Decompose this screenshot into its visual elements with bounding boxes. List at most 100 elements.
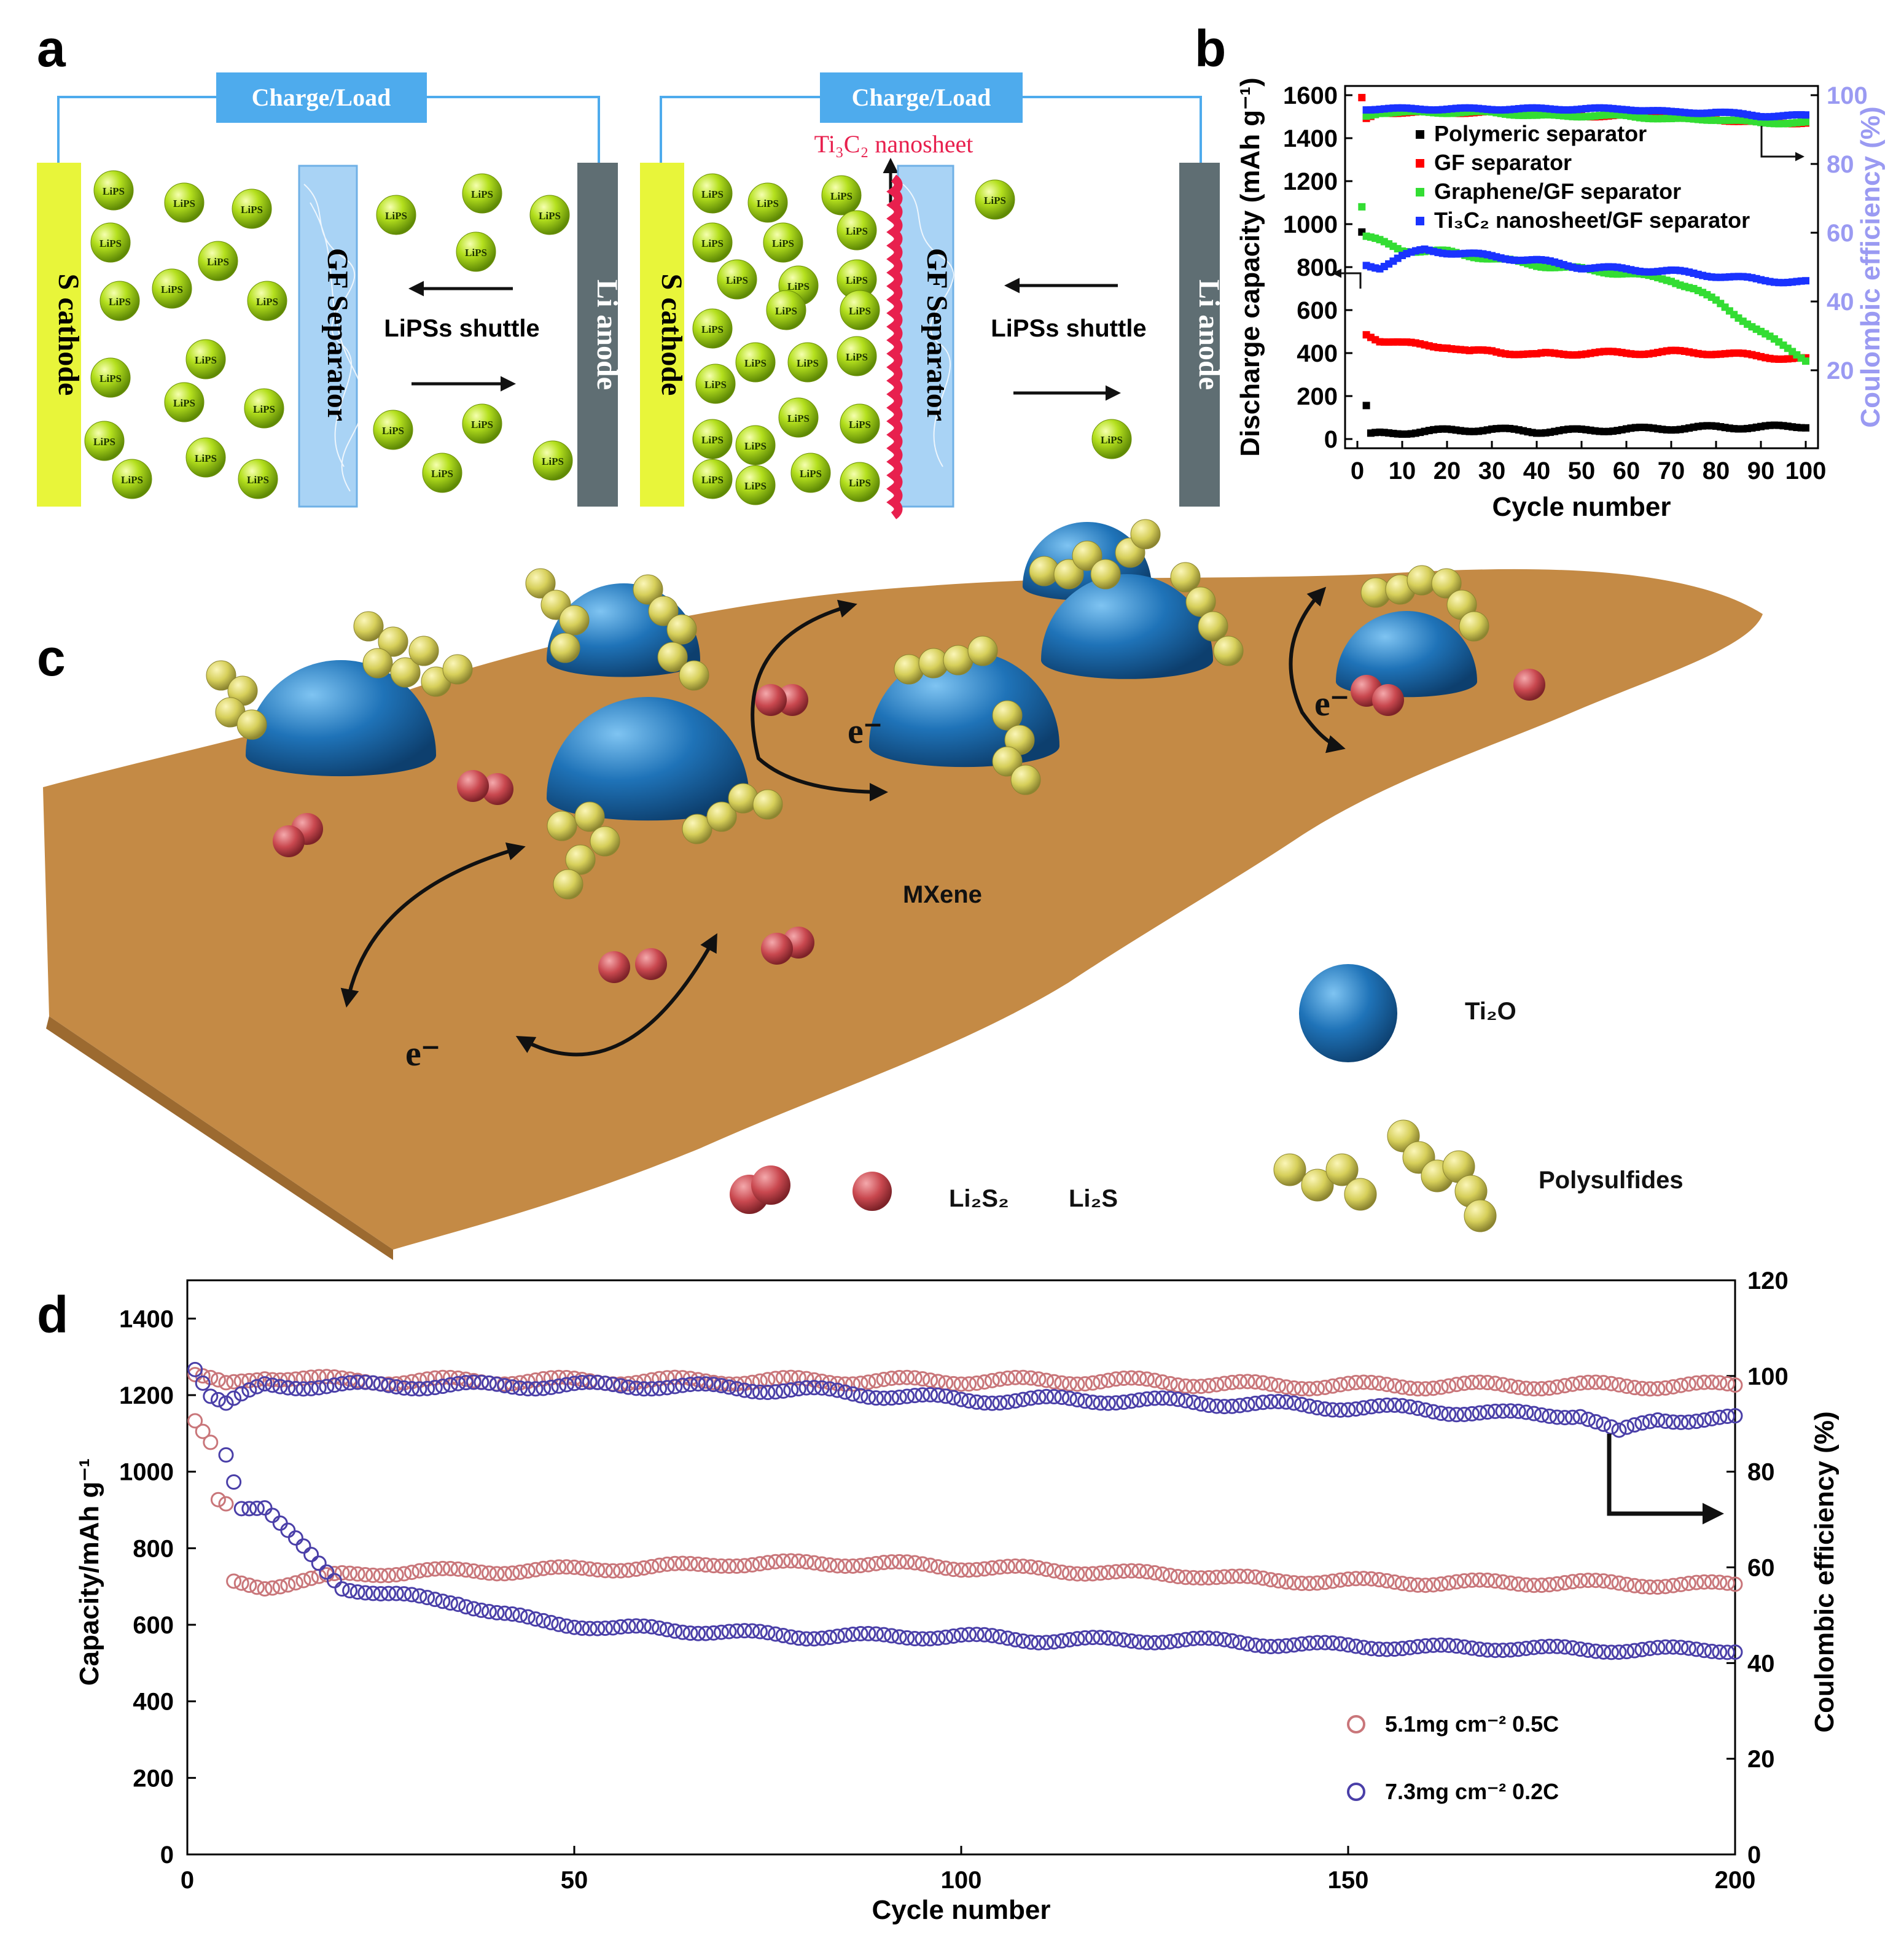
chart-b-y-tick: 600	[1297, 297, 1338, 324]
lips-particle	[778, 397, 819, 438]
chart-d-capacity-point	[1271, 1573, 1287, 1589]
chart-d-capacity-point	[1039, 1635, 1055, 1651]
chart-d-efficiency-point	[923, 1372, 938, 1388]
chart-d-capacity-point	[427, 1592, 443, 1608]
chart-d-capacity-point	[1719, 1575, 1735, 1591]
lips-particle	[692, 308, 733, 349]
chart-d-efficiency-point	[690, 1372, 706, 1388]
gf-separator-label-right: GF Separator	[921, 248, 953, 421]
chart-d-efficiency-point	[1039, 1372, 1055, 1388]
s-cathode-label: S cathode	[52, 274, 85, 396]
chart-d-efficiency-point	[1464, 1406, 1480, 1422]
chart-d-efficiency-point	[1480, 1404, 1496, 1420]
polysulfide-atom	[1185, 586, 1216, 617]
lips-particle-label: LiPS	[701, 189, 724, 200]
chart-d-capacity-point	[1023, 1634, 1039, 1650]
lips-particle-label: LiPS	[726, 274, 748, 286]
chart-d-capacity-point	[837, 1558, 853, 1574]
chart-d-efficiency-point	[1209, 1377, 1225, 1393]
chart-b-y2-tick: 20	[1827, 357, 1854, 384]
chart-d-efficiency-point	[891, 1369, 907, 1385]
chart-d-efficiency-point	[1441, 1378, 1457, 1394]
chart-d-capacity-point	[1549, 1576, 1565, 1592]
lips-particle	[840, 403, 880, 444]
chart-b-x-tick: 70	[1658, 457, 1685, 484]
lips-particle-label: LiPS	[787, 281, 810, 292]
chart-d-capacity-point	[1340, 1637, 1356, 1653]
chart-d-capacity-point	[272, 1515, 288, 1531]
chart-d-capacity-point	[412, 1563, 427, 1579]
chart-d-efficiency-point	[790, 1370, 806, 1386]
chart-d-legend: 5.1mg cm⁻² 0.5C 7.3mg cm⁻² 0.2C	[1347, 1711, 1559, 1804]
chart-d-efficiency-point	[1448, 1407, 1464, 1423]
chart-d-efficiency-point	[845, 1376, 861, 1392]
chart-d-capacity-point	[1371, 1572, 1387, 1588]
lips-particle-label: LiPS	[253, 403, 275, 415]
chart-d-capacity-point	[396, 1566, 412, 1582]
cell-right: Charge/Load Ti₃C₂ nanosheet S cathode GF…	[640, 72, 1225, 519]
lips-particle-label: LiPS	[757, 198, 779, 209]
chart-d-efficiency-point	[1309, 1380, 1325, 1396]
chart-d-y2-tick: 60	[1747, 1555, 1775, 1582]
chart-d-capacity-point	[450, 1561, 466, 1577]
chart-d-capacity-point	[1093, 1565, 1109, 1581]
chart-d-efficiency-point	[1340, 1375, 1356, 1391]
chart-d-capacity-point	[1139, 1635, 1155, 1651]
chart-d-capacity-point	[1580, 1573, 1596, 1589]
li2s-legend-atom	[853, 1172, 892, 1211]
chart-d-y-tick: 400	[133, 1689, 174, 1716]
chart-d-capacity-point	[1364, 1641, 1379, 1657]
chart-d-capacity-point	[1704, 1574, 1720, 1590]
chart-d-efficiency-point	[752, 1373, 768, 1389]
chart-d-efficiency-point	[536, 1380, 552, 1396]
panel-label-c: c	[37, 629, 66, 687]
chart-b-efficiency-point	[1802, 111, 1809, 119]
chart-d-efficiency-point	[1619, 1419, 1635, 1435]
chart-d-capacity-point	[1634, 1641, 1650, 1657]
polysulfide-atom	[206, 660, 236, 691]
chart-d-efficiency-point	[1271, 1394, 1287, 1410]
chart-d-capacity-point	[1626, 1577, 1642, 1593]
chart-d-capacity-point	[226, 1474, 242, 1490]
chart-d-capacity-point	[853, 1626, 868, 1642]
li2s-particle	[1513, 669, 1545, 701]
chart-b-x-tick: 20	[1434, 457, 1461, 484]
chart-d-efficiency-point	[590, 1374, 606, 1390]
chart-d-capacity-point	[790, 1553, 806, 1569]
chart-d-capacity-point	[388, 1567, 404, 1583]
chart-d-efficiency-point	[458, 1375, 474, 1391]
chart-d-efficiency-point	[1340, 1402, 1356, 1418]
chart-d-efficiency-point	[1054, 1390, 1070, 1406]
lips-particle-label: LiPS	[207, 256, 229, 268]
chart-d-capacity-point	[489, 1605, 505, 1620]
chart-d-capacity-point	[1317, 1635, 1333, 1651]
polysulfide-legend-atom	[1464, 1199, 1497, 1232]
chart-d-efficiency-point	[536, 1371, 552, 1387]
chart-d-y-tick: 1400	[119, 1305, 174, 1332]
chart-d-capacity-point	[249, 1500, 265, 1516]
chart-d-capacity-point	[1278, 1574, 1294, 1590]
chart-d-capacity-point	[287, 1575, 303, 1591]
chart-d-capacity-point	[481, 1565, 497, 1581]
chart-d-capacity-point	[474, 1564, 490, 1580]
chart-d-efficiency-point	[1131, 1392, 1147, 1408]
chart-d-capacity-point	[1696, 1574, 1712, 1590]
chart-d-efficiency-point	[829, 1375, 845, 1391]
chart-d-capacity-point	[450, 1597, 466, 1612]
chart-d-capacity-point	[845, 1626, 861, 1642]
chart-d-capacity-point	[1418, 1577, 1434, 1593]
chart-d-capacity-point	[961, 1562, 977, 1578]
li2s2-legend-label: Li₂S₂	[949, 1185, 1009, 1212]
chart-d-efficiency-point	[1170, 1391, 1186, 1407]
chart-d-capacity-point	[419, 1590, 435, 1606]
lips-particle-label: LiPS	[772, 238, 794, 249]
chart-d-capacity-point	[636, 1618, 652, 1634]
li2s-particle	[635, 948, 667, 980]
lips-particle-label: LiPS	[701, 474, 724, 486]
lips-particle-label: LiPS	[247, 474, 269, 486]
chart-d-efficiency-point	[412, 1381, 427, 1397]
chart-d-efficiency-point	[1696, 1412, 1712, 1428]
chart-d-capacity-point	[845, 1558, 861, 1574]
polysulfide-legend-atom	[1344, 1178, 1377, 1211]
